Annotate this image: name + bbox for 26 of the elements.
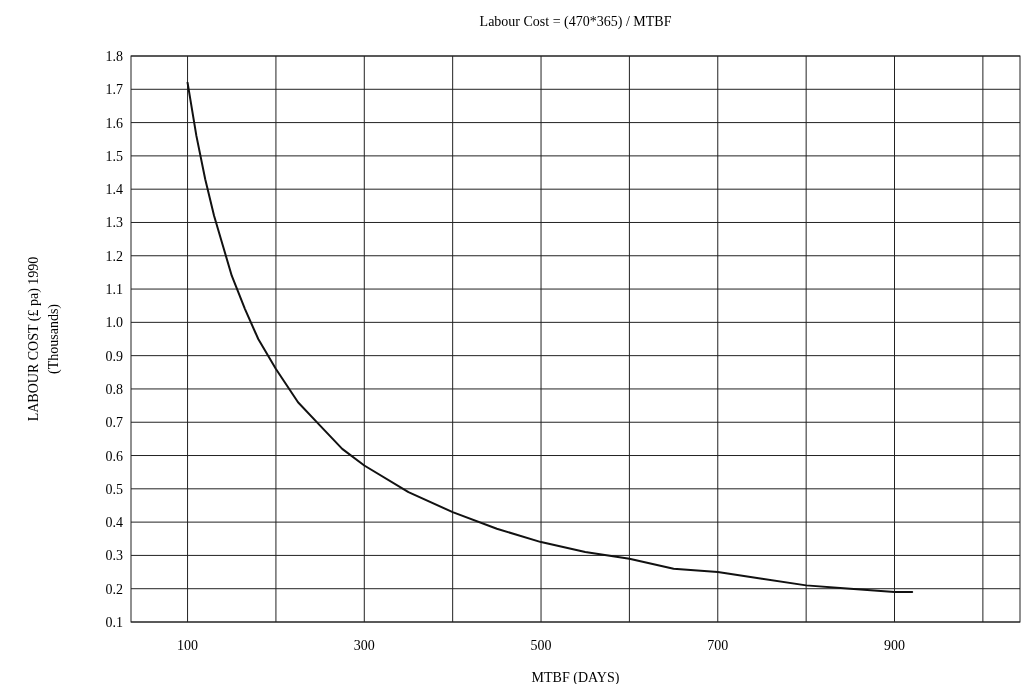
y-axis-title: LABOUR COST (£ pa) 1990 (Thousands) bbox=[26, 256, 62, 422]
y-tick-label: 0.1 bbox=[105, 615, 123, 630]
y-tick-label: 1.0 bbox=[105, 315, 123, 331]
line-series bbox=[186, 81, 914, 594]
y-tick-label: 1.6 bbox=[105, 115, 123, 131]
y-tick-label: 1.7 bbox=[105, 82, 123, 98]
x-tick-label: 100 bbox=[177, 638, 199, 653]
y-tick-label: 0.5 bbox=[105, 481, 123, 497]
y-tick-label: 1.2 bbox=[105, 248, 123, 264]
y-tick-label: 0.6 bbox=[105, 448, 123, 464]
x-tick-label: 500 bbox=[530, 638, 552, 653]
y-tick-label: 1.1 bbox=[105, 282, 123, 298]
y-tick-label: 0.2 bbox=[105, 581, 123, 597]
y-tick-label: 0.8 bbox=[105, 381, 123, 397]
y-tick-label: 0.3 bbox=[105, 548, 123, 564]
y-tick-label: 1.3 bbox=[105, 215, 123, 231]
y-tick-label: 0.9 bbox=[105, 348, 123, 364]
x-tick-label: 300 bbox=[353, 638, 375, 653]
chart-title: Labour Cost = (470*365) / MTBF bbox=[479, 14, 672, 30]
y-tick-label: 0.4 bbox=[105, 515, 123, 531]
y-tick-label: 1.5 bbox=[105, 148, 123, 164]
y-tick-label: 1.8 bbox=[105, 49, 123, 64]
x-tick-label: 900 bbox=[884, 638, 906, 653]
x-tick-label: 700 bbox=[707, 638, 729, 653]
y-tick-label: 1.4 bbox=[105, 182, 123, 198]
y-tick-label: 0.7 bbox=[105, 415, 123, 431]
